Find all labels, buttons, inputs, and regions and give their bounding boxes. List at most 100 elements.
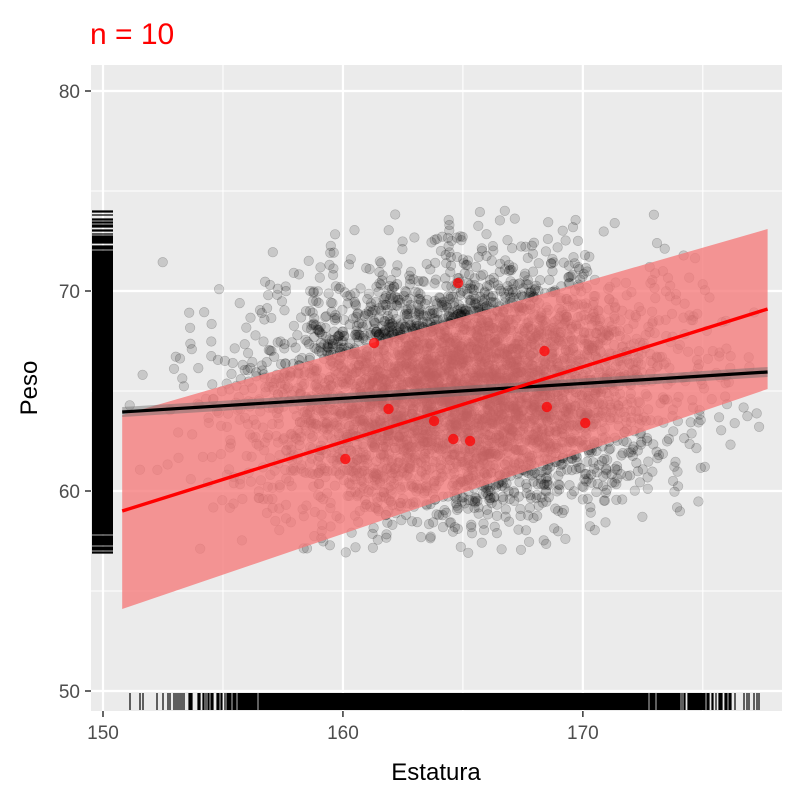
population-point [668,426,679,437]
population-point [509,213,520,224]
population-point [449,301,460,312]
population-point [397,319,408,330]
population-point [212,354,223,366]
population-point [322,341,333,352]
population-point [497,491,508,503]
population-point [642,435,653,447]
population-point [557,225,568,236]
population-point [429,278,440,289]
population-point [522,279,534,290]
population-point [237,359,248,371]
population-point [308,286,319,297]
population-point [399,322,411,333]
population-point [466,519,477,530]
population-point [603,444,615,455]
population-point [691,443,702,454]
population-point [648,209,660,220]
population-point [456,235,467,246]
population-point [444,225,455,236]
population-point [583,473,594,484]
population-point [227,357,238,369]
population-point [387,519,398,530]
population-point [388,320,399,332]
population-point [670,456,681,468]
population-point [431,298,443,309]
population-point [445,252,456,263]
population-point [568,252,579,263]
population-point [536,492,547,503]
population-point [327,339,338,350]
population-point [538,535,549,546]
population-point [199,307,210,318]
population-point [400,286,411,297]
population-point [577,271,588,282]
population-point [367,542,379,553]
population-point [315,342,326,353]
population-point [397,244,408,255]
population-point [463,547,474,558]
population-point [510,288,522,299]
population-point [368,315,380,326]
population-point [541,538,552,550]
population-point [185,322,196,333]
population-point [316,329,328,340]
population-point [489,521,500,532]
population-point [560,533,571,545]
population-point [636,436,647,448]
population-point [540,246,552,257]
population-point [637,511,648,522]
population-point [543,217,554,228]
population-point [413,309,425,320]
population-point [557,507,568,519]
population-point [439,296,450,307]
population-point [577,494,588,505]
population-point [325,247,336,258]
population-point [304,339,315,350]
population-point [464,295,475,306]
population-point [637,464,648,475]
population-point [137,369,148,380]
population-point [308,318,319,329]
population-point [491,510,503,522]
population-point [518,283,529,294]
population-point [241,322,252,333]
population-point [170,351,181,362]
population-point [272,283,283,294]
population-point [349,225,360,236]
population-point [478,297,490,309]
population-point [624,470,636,481]
population-point [430,274,442,285]
population-point [663,433,675,445]
population-point [542,464,553,475]
population-point [351,311,362,322]
population-point [585,502,596,513]
population-point [243,348,254,359]
population-point [500,511,511,522]
population-point [481,229,492,240]
population-point [457,231,468,242]
population-point [496,544,507,555]
population-point [342,298,353,309]
population-point [313,325,324,336]
population-point [461,305,472,316]
population-point [679,433,690,444]
population-point [429,307,440,319]
population-point [288,320,300,331]
population-point [323,288,334,299]
population-point [693,496,704,507]
population-point [472,495,483,507]
population-point [528,237,540,248]
population-point [435,245,447,257]
population-point [330,310,341,321]
population-point [460,304,471,315]
population-point [245,312,256,323]
population-point [337,326,348,337]
population-point [325,297,337,308]
population-point [427,308,438,319]
population-point [377,275,388,286]
population-point [584,251,595,262]
population-point [481,250,492,262]
population-point [547,266,558,277]
population-point [363,306,374,317]
